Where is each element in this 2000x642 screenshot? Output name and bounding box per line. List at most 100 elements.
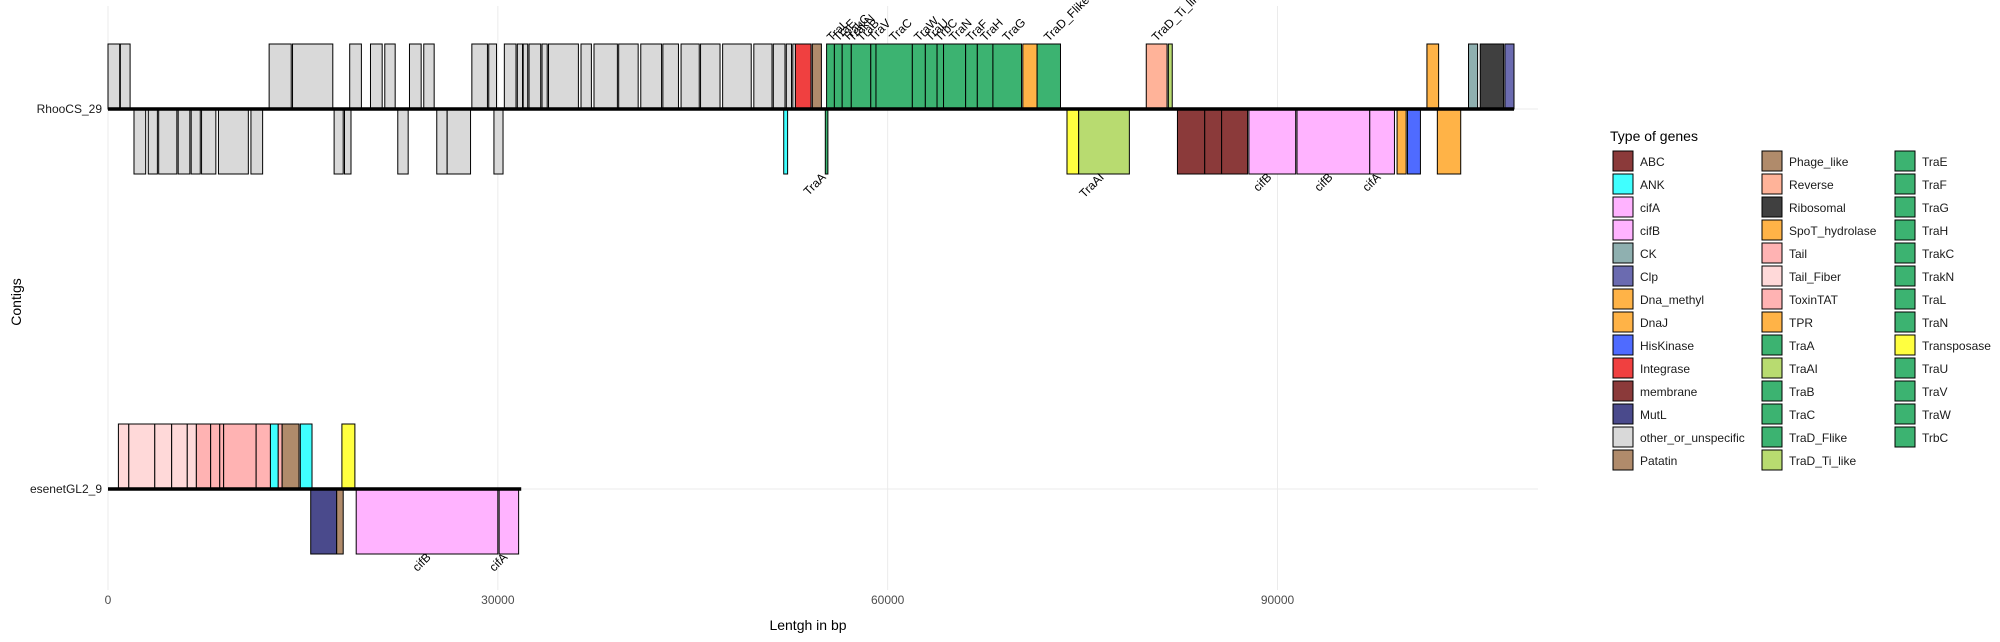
legend-key-ribosomal bbox=[1761, 196, 1783, 218]
legend-label: TrbC bbox=[1922, 431, 1949, 445]
gene-tpr bbox=[1436, 108, 1462, 175]
gene-hiskinase bbox=[1406, 108, 1421, 175]
gene-other-or-unspecific bbox=[349, 43, 362, 110]
gene-cifb bbox=[1296, 108, 1371, 175]
gene-cifb bbox=[355, 488, 499, 555]
gene-other-or-unspecific bbox=[522, 43, 529, 110]
gene-clp bbox=[1504, 43, 1515, 110]
legend-key-patatin bbox=[1612, 449, 1634, 471]
legend-key-integrase bbox=[1612, 357, 1634, 379]
gene-patatin bbox=[811, 43, 822, 110]
legend-label: Integrase bbox=[1640, 362, 1690, 376]
gene-tral bbox=[826, 43, 835, 110]
gene-reverse bbox=[1145, 43, 1168, 110]
gene-trah bbox=[976, 43, 994, 110]
gene-other-or-unspecific bbox=[436, 108, 448, 175]
legend-key-ck bbox=[1612, 242, 1634, 264]
gene-other-or-unspecific bbox=[446, 108, 472, 175]
gene-traai bbox=[1078, 108, 1130, 175]
gene-label: TraD_Ti_like bbox=[1149, 0, 1207, 44]
gene-spot-hydrolase bbox=[1022, 43, 1038, 110]
gene-tran bbox=[943, 43, 967, 110]
legend-key-trae bbox=[1894, 150, 1916, 172]
legend-label: DnaJ bbox=[1640, 316, 1668, 330]
gene-tail bbox=[219, 423, 225, 490]
gene-other-or-unspecific bbox=[107, 43, 121, 110]
gene-phage-like bbox=[281, 423, 300, 490]
gene-other-or-unspecific bbox=[423, 43, 435, 110]
legend-key-mutl bbox=[1612, 403, 1634, 425]
gene-abc bbox=[1221, 108, 1249, 175]
x-tick-label: 60000 bbox=[871, 593, 905, 607]
gene-transposase bbox=[1066, 108, 1080, 175]
legend-label: TraD_Ti_like bbox=[1789, 454, 1856, 468]
gene-other-or-unspecific bbox=[493, 108, 504, 175]
x-tick-label: 30000 bbox=[481, 593, 515, 607]
gene-other-or-unspecific bbox=[503, 43, 517, 110]
legend-key-trav bbox=[1894, 380, 1916, 402]
legend-key-membrane bbox=[1612, 380, 1634, 402]
legend-label: Patatin bbox=[1640, 454, 1677, 468]
gene-traa bbox=[824, 108, 829, 175]
gene-tail bbox=[195, 423, 212, 490]
legend-key-dna-methyl bbox=[1612, 288, 1634, 310]
legend-title: Type of genes bbox=[1610, 128, 1698, 144]
legend-key-tpr bbox=[1761, 311, 1783, 333]
gene-ribosomal bbox=[1479, 43, 1505, 110]
gene-tail-fiber bbox=[128, 423, 156, 490]
gene-cifa bbox=[1369, 108, 1395, 175]
gene-tail-fiber bbox=[171, 423, 188, 490]
legend: Type of genes ABC ANK cifA cifB CK Clp Dna_met… bbox=[1610, 128, 1991, 471]
gene-other-or-unspecific bbox=[217, 108, 249, 175]
gene-other-or-unspecific bbox=[593, 43, 618, 110]
legend-label: Dna_methyl bbox=[1640, 293, 1704, 307]
gene-dnaj bbox=[1396, 108, 1407, 175]
gene-label: TraD_Flike bbox=[1041, 0, 1092, 44]
gene-ank bbox=[299, 423, 313, 490]
gene-other-or-unspecific bbox=[369, 43, 383, 110]
gene-trac bbox=[875, 43, 913, 110]
legend-key-reverse bbox=[1761, 173, 1783, 195]
legend-key-transposase bbox=[1894, 334, 1916, 356]
legend-key-trag bbox=[1894, 196, 1916, 218]
gene-tail-fiber bbox=[186, 423, 197, 490]
legend-label: TraL bbox=[1922, 293, 1947, 307]
gene-trbc bbox=[936, 43, 945, 110]
gene-transposase bbox=[341, 423, 356, 490]
gene-other-or-unspecific bbox=[580, 43, 592, 110]
legend-label: TraAI bbox=[1789, 362, 1818, 376]
gene-tail bbox=[210, 423, 221, 490]
legend-label: other_or_unspecific bbox=[1640, 431, 1745, 445]
legend-label: Tail bbox=[1789, 247, 1807, 261]
legend-key-trakn bbox=[1894, 265, 1916, 287]
legend-label: HisKinase bbox=[1640, 339, 1694, 353]
gene-other-or-unspecific bbox=[268, 43, 292, 110]
gene-trag bbox=[992, 43, 1023, 110]
gene-other-or-unspecific bbox=[408, 43, 422, 110]
gene-other-or-unspecific bbox=[158, 108, 178, 175]
legend-key-trau bbox=[1894, 357, 1916, 379]
gene-other-or-unspecific bbox=[516, 43, 524, 110]
gene-mutl bbox=[310, 488, 338, 555]
legend-key-clp bbox=[1612, 265, 1634, 287]
legend-key-trakc bbox=[1894, 242, 1916, 264]
gene-membrane bbox=[1176, 108, 1206, 175]
legend-label: SpoT_hydrolase bbox=[1789, 224, 1877, 238]
legend-key-hiskinase bbox=[1612, 334, 1634, 356]
legend-key-traai bbox=[1761, 357, 1783, 379]
gene-other-or-unspecific bbox=[333, 108, 344, 175]
legend-key-phage-like bbox=[1761, 150, 1783, 172]
legend-key-trad-flike bbox=[1761, 426, 1783, 448]
gene-other-or-unspecific bbox=[662, 43, 679, 110]
legend-label: TraH bbox=[1922, 224, 1948, 238]
legend-label: TraD_Flike bbox=[1789, 431, 1848, 445]
legend-key-tral bbox=[1894, 288, 1916, 310]
legend-key-traw bbox=[1894, 403, 1916, 425]
gene-label: TraC bbox=[886, 15, 915, 44]
gene-other-or-unspecific bbox=[680, 43, 700, 110]
gene-membrane bbox=[1204, 108, 1223, 175]
gene-ck bbox=[1468, 43, 1479, 110]
legend-label: TraB bbox=[1789, 385, 1815, 399]
gene-other-or-unspecific bbox=[640, 43, 663, 110]
